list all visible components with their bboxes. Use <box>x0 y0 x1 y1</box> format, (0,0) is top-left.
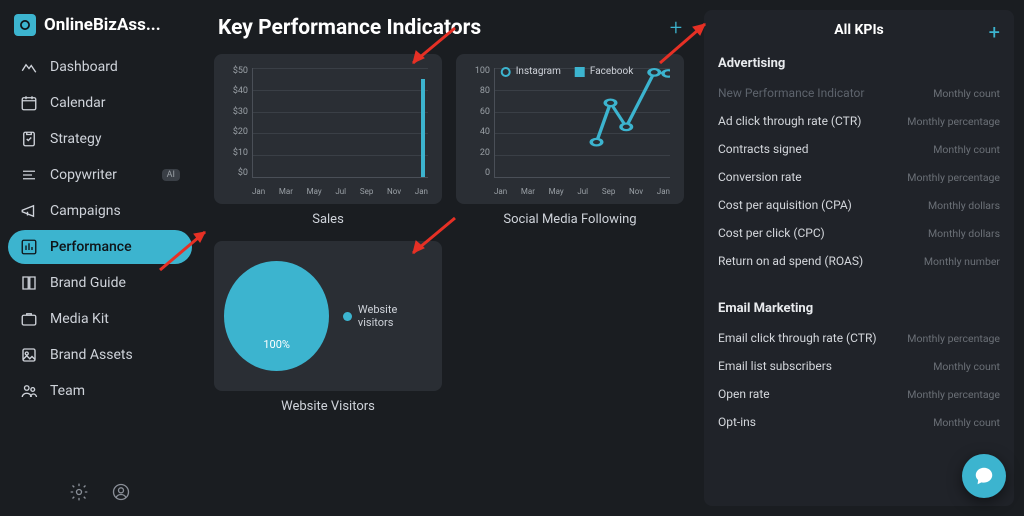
chat-button[interactable] <box>962 454 1006 498</box>
brand-row: OnlineBizAss... <box>8 10 192 50</box>
sidebar-item-team[interactable]: Team <box>8 374 192 408</box>
visitors-pie: 100% <box>224 261 329 371</box>
calendar-icon <box>20 94 38 112</box>
brand-logo-icon <box>14 14 36 36</box>
sidebar: OnlineBizAss... Dashboard Calendar Strat… <box>0 0 200 516</box>
kpi-panel-header: All KPIs + <box>718 20 1000 48</box>
content: Key Performance Indicators + $50 $40 $30… <box>214 10 692 506</box>
nav: Dashboard Calendar Strategy Copywriter A… <box>8 50 192 474</box>
media-kit-icon <box>20 310 38 328</box>
kpi-panel: All KPIs + Advertising New Performance I… <box>704 10 1014 506</box>
sidebar-item-copywriter[interactable]: Copywriter AI <box>8 158 192 192</box>
kpi-row[interactable]: Ad click through rate (CTR) Monthly perc… <box>718 107 1000 135</box>
page-title: Key Performance Indicators <box>218 16 481 40</box>
sidebar-item-calendar[interactable]: Calendar <box>8 86 192 120</box>
kpi-section-advertising: Advertising <box>718 56 1000 71</box>
sidebar-item-label: Team <box>50 383 85 399</box>
social-legend: Instagram Facebook <box>501 66 634 77</box>
chart-sales-caption: Sales <box>312 212 344 227</box>
sidebar-footer <box>8 474 192 506</box>
chart-sales[interactable]: $50 $40 $30 $20 $10 $0 <box>214 54 442 204</box>
brand-guide-icon <box>20 274 38 292</box>
strategy-icon <box>20 130 38 148</box>
page-header: Key Performance Indicators + <box>214 10 692 54</box>
visitors-legend-dot-icon <box>343 312 352 321</box>
kpi-panel-title: All KPIs <box>834 22 884 38</box>
brand-assets-icon <box>20 346 38 364</box>
add-kpi-chart-button[interactable]: + <box>664 16 688 40</box>
sidebar-item-label: Brand Assets <box>50 347 133 363</box>
sidebar-item-label: Performance <box>50 239 132 255</box>
campaigns-icon <box>20 202 38 220</box>
sales-bar <box>421 79 425 177</box>
dashboard-icon <box>20 58 38 76</box>
sidebar-item-label: Campaigns <box>50 203 121 219</box>
chart-visitors-caption: Website Visitors <box>281 399 375 414</box>
chart-visitors-wrap: 100% Website visitors Website Visitors <box>214 241 442 414</box>
chart-visitors[interactable]: 100% Website visitors <box>214 241 442 391</box>
sidebar-item-label: Media Kit <box>50 311 109 327</box>
kpi-row[interactable]: Opt-ins Monthly count <box>718 408 1000 436</box>
sidebar-item-label: Brand Guide <box>50 275 126 291</box>
chart-sales-wrap: $50 $40 $30 $20 $10 $0 <box>214 54 442 227</box>
kpi-section-email: Email Marketing <box>718 301 1000 316</box>
sidebar-item-label: Strategy <box>50 131 101 147</box>
social-plot <box>494 68 670 178</box>
sidebar-item-label: Calendar <box>50 95 106 111</box>
kpi-row[interactable]: Cost per click (CPC) Monthly dollars <box>718 219 1000 247</box>
sidebar-item-media-kit[interactable]: Media Kit <box>8 302 192 336</box>
chart-social-wrap: Instagram Facebook 100 80 60 40 20 0 <box>456 54 684 227</box>
sidebar-item-brand-guide[interactable]: Brand Guide <box>8 266 192 300</box>
performance-icon <box>20 238 38 256</box>
sidebar-item-dashboard[interactable]: Dashboard <box>8 50 192 84</box>
chart-social[interactable]: Instagram Facebook 100 80 60 40 20 0 <box>456 54 684 204</box>
kpi-row[interactable]: New Performance Indicator Monthly count <box>718 79 1000 107</box>
sidebar-item-performance[interactable]: Performance <box>8 230 192 264</box>
kpi-row[interactable]: Email click through rate (CTR) Monthly p… <box>718 324 1000 352</box>
sidebar-item-brand-assets[interactable]: Brand Assets <box>8 338 192 372</box>
chart-grid: $50 $40 $30 $20 $10 $0 <box>214 54 692 414</box>
chart-social-caption: Social Media Following <box>503 212 636 227</box>
sidebar-item-campaigns[interactable]: Campaigns <box>8 194 192 228</box>
ai-badge: AI <box>162 169 180 181</box>
instagram-marker-icon <box>501 67 511 77</box>
settings-icon[interactable] <box>69 482 89 502</box>
kpi-row[interactable]: Return on ad spend (ROAS) Monthly number <box>718 247 1000 275</box>
sales-plot <box>252 68 428 178</box>
kpi-row[interactable]: Open rate Monthly percentage <box>718 380 1000 408</box>
sidebar-item-label: Copywriter <box>50 167 117 183</box>
sales-y-axis: $50 $40 $30 $20 $10 $0 <box>220 66 248 178</box>
team-icon <box>20 382 38 400</box>
add-kpi-button[interactable]: + <box>989 20 1000 44</box>
facebook-marker-icon <box>575 67 585 77</box>
copywriter-icon <box>20 166 38 184</box>
kpi-row[interactable]: Contracts signed Monthly count <box>718 135 1000 163</box>
sales-x-axis: Jan Mar May Jul Sep Nov Jan <box>252 187 428 196</box>
account-icon[interactable] <box>111 482 131 502</box>
social-y-axis: 100 80 60 40 20 0 <box>462 66 490 178</box>
visitors-legend: Website visitors <box>343 303 432 329</box>
sidebar-item-strategy[interactable]: Strategy <box>8 122 192 156</box>
brand-name: OnlineBizAss... <box>44 15 161 35</box>
kpi-row[interactable]: Conversion rate Monthly percentage <box>718 163 1000 191</box>
kpi-row[interactable]: Cost per aquisition (CPA) Monthly dollar… <box>718 191 1000 219</box>
sidebar-item-label: Dashboard <box>50 59 118 75</box>
pie-pct: 100% <box>263 338 290 351</box>
kpi-row[interactable]: Email list subscribers Monthly count <box>718 352 1000 380</box>
social-x-axis: Jan Mar May Jul Sep Nov Jan <box>494 187 670 196</box>
main: Key Performance Indicators + $50 $40 $30… <box>200 0 1024 516</box>
